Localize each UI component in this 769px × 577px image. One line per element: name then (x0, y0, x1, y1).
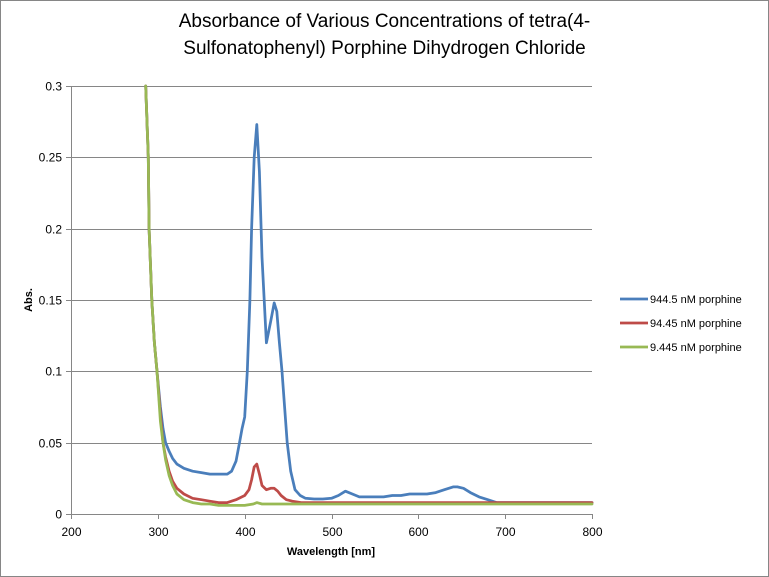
series-line-1 (144, 84, 594, 504)
legend-label: 944.5 nM porphine (650, 294, 742, 306)
x-tick-labels: 200 300 400 500 600 700 800 (61, 514, 603, 539)
legend-item: 94.45 nM porphine (620, 318, 742, 330)
y-tick-label: 0.3 (45, 80, 62, 94)
y-tick-label: 0.2 (45, 223, 62, 237)
x-tick-label: 700 (495, 525, 515, 539)
legend-item: 9.445 nM porphine (620, 342, 742, 354)
y-tick-label: 0.1 (45, 365, 62, 379)
legend-label: 9.445 nM porphine (650, 342, 742, 354)
series-lines (144, 84, 594, 507)
y-tick-label: 0.15 (39, 294, 63, 308)
y-tick-label: 0.25 (39, 151, 63, 165)
y-axis-title: Abs. (23, 288, 35, 312)
x-tick-label: 300 (148, 525, 168, 539)
y-tick-label: 0 (55, 508, 62, 522)
legend-label: 94.45 nM porphine (650, 318, 742, 330)
x-tick-label: 600 (408, 525, 428, 539)
series-line-3 (144, 84, 594, 507)
series-line-2 (144, 84, 594, 504)
legend-item: 944.5 nM porphine (620, 294, 742, 306)
x-tick-label: 400 (235, 525, 255, 539)
gridlines (71, 86, 592, 444)
y-tick-labels: 0 0.05 0.1 0.15 0.2 0.25 0.3 (39, 80, 71, 522)
x-axis-title: Wavelength [nm] (287, 546, 376, 558)
legend: 944.5 nM porphine 94.45 nM porphine 9.445 … (620, 294, 742, 354)
x-tick-label: 200 (61, 525, 81, 539)
y-tick-label: 0.05 (39, 437, 63, 451)
chart-title: Absorbance of Various Concentrations of … (178, 11, 591, 59)
x-tick-label: 800 (582, 525, 602, 539)
x-tick-label: 500 (322, 525, 342, 539)
